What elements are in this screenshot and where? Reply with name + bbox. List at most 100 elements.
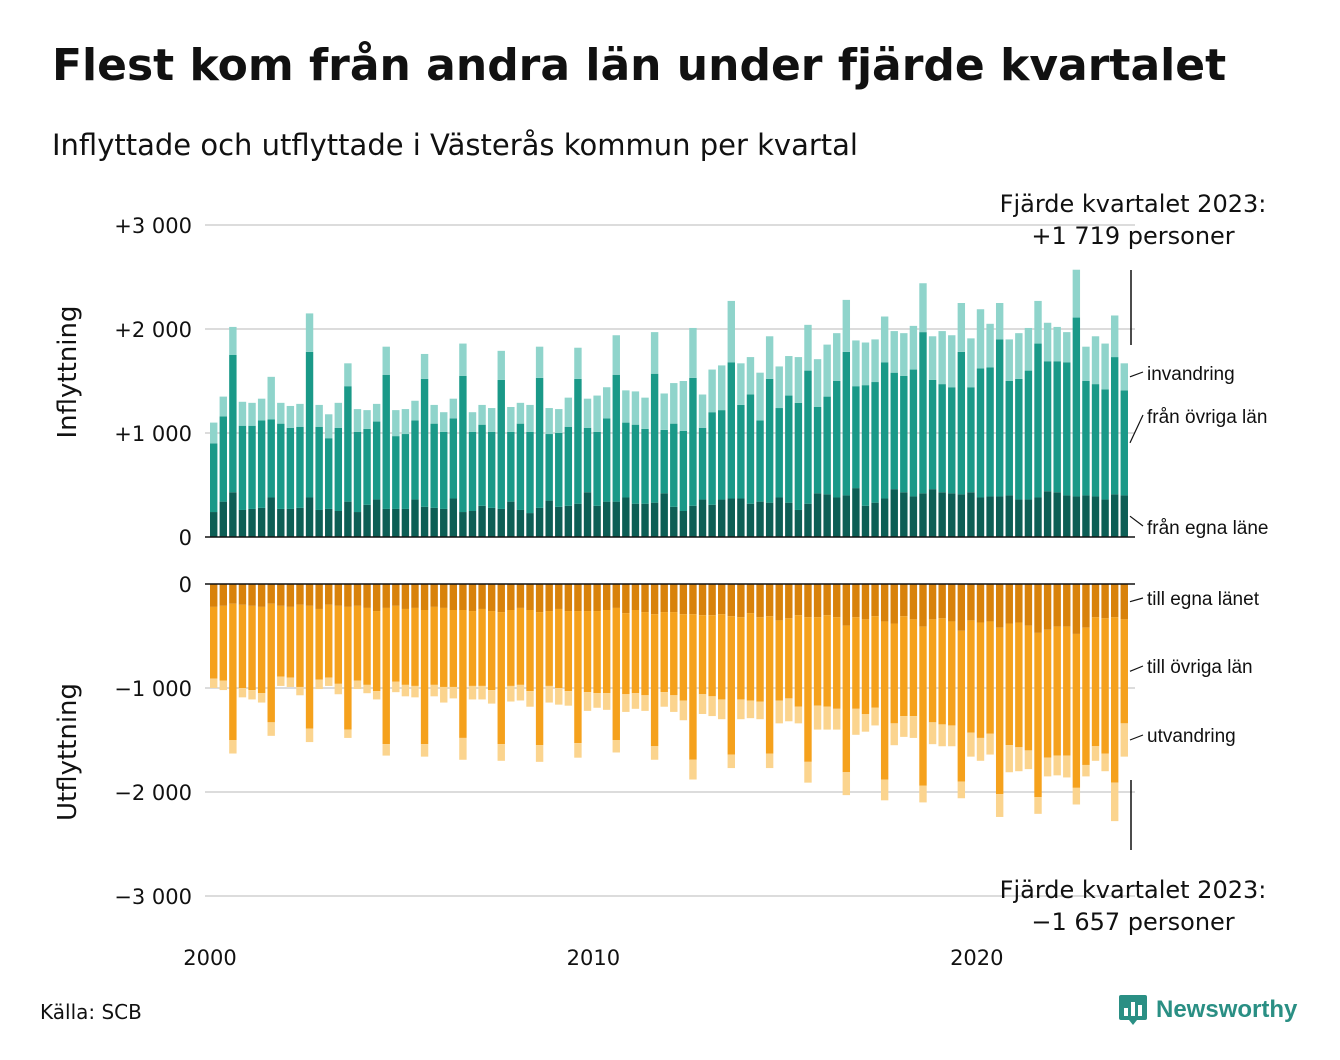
inflow-bar-invandring xyxy=(564,397,573,427)
outflow-bar-utvandring xyxy=(583,692,592,711)
outflow-bar-utvandring xyxy=(842,772,851,796)
outflow-bar-till-egna-länet xyxy=(718,584,726,615)
label-leader xyxy=(1129,515,1144,527)
outflow-bar-till-övriga-län xyxy=(612,607,620,740)
inflow-bar-från-egna-läne xyxy=(372,499,381,537)
inflow-bar-invandring xyxy=(612,335,620,375)
x-tick-label: 2020 xyxy=(950,946,1003,970)
inflow-bar-från-övriga-län xyxy=(718,410,726,500)
outflow-bar-till-egna-länet xyxy=(487,584,496,612)
inflow-bar-från-övriga-län xyxy=(976,368,985,498)
outflow-bar-till-övriga-län xyxy=(487,611,496,691)
outflow-bars xyxy=(210,584,1128,822)
outflow-bar-utvandring xyxy=(497,744,505,761)
outflow-bar-till-egna-länet xyxy=(210,584,218,607)
inflow-bar-från-egna-läne xyxy=(257,507,266,537)
inflow-bar-från-övriga-län xyxy=(880,362,889,499)
inflow-bar-från-egna-läne xyxy=(229,492,237,537)
outflow-bar-till-egna-länet xyxy=(526,584,534,610)
outflow-bar-till-övriga-län xyxy=(670,612,678,696)
outflow-bar-till-egna-länet xyxy=(420,584,429,610)
outflow-bar-till-egna-länet xyxy=(257,584,266,607)
inflow-bar-invandring xyxy=(995,303,1004,340)
outflow-bar-till-övriga-län xyxy=(411,607,419,686)
inflow-bar-från-övriga-län xyxy=(238,425,247,510)
inflow-bar-från-egna-läne xyxy=(765,502,774,537)
inflow-bar-från-egna-läne xyxy=(555,506,563,537)
outflow-bar-till-egna-länet xyxy=(382,584,390,608)
inflow-bar-invandring xyxy=(555,409,563,433)
outflow-bar-till-egna-länet xyxy=(995,584,1004,628)
outflow-bar-utvandring xyxy=(957,781,966,799)
outflow-bar-utvandring xyxy=(526,691,534,707)
outflow-bar-utvandring xyxy=(909,716,918,738)
outflow-bar-till-egna-länet xyxy=(1034,584,1042,633)
outflow-bar-utvandring xyxy=(449,686,458,699)
outflow-bar-utvandring xyxy=(516,684,525,701)
outflow-bar-till-egna-länet xyxy=(813,584,822,618)
inflow-bar-invandring xyxy=(909,325,918,370)
inflow-bar-invandring xyxy=(1015,333,1023,379)
inflow-bar-invandring xyxy=(852,340,860,387)
inflow-bar-från-egna-läne xyxy=(430,507,438,537)
outflow-bar-utvandring xyxy=(440,686,448,703)
outflow-bar-till-övriga-län xyxy=(392,605,400,682)
outflow-bar-utvandring xyxy=(305,728,314,743)
outflow-bar-utvandring xyxy=(718,699,726,720)
inflow-bar-från-egna-läne xyxy=(890,489,898,537)
outflow-bar-till-övriga-län xyxy=(296,604,304,687)
inflow-bar-invandring xyxy=(679,381,688,431)
inflow-bar-från-övriga-län xyxy=(1015,378,1023,500)
bottom-callout-text: −1 657 personer xyxy=(1031,908,1234,936)
outflow-bar-utvandring xyxy=(622,694,630,712)
outflow-bar-till-egna-länet xyxy=(535,584,544,613)
outflow-bar-utvandring xyxy=(746,700,755,719)
inflow-bar-från-övriga-län xyxy=(430,423,438,508)
inflow-bar-invandring xyxy=(785,356,793,396)
outflow-bar-till-övriga-län xyxy=(785,618,793,699)
inflow-bar-från-övriga-län xyxy=(286,427,295,509)
inflow-bar-från-egna-läne xyxy=(967,492,975,537)
outflow-bar-utvandring xyxy=(248,690,256,700)
outflow-bar-till-övriga-län xyxy=(689,614,697,760)
inflow-bar-invandring xyxy=(1024,327,1033,371)
inflow-bar-från-egna-läne xyxy=(526,513,534,537)
inflow-bar-från-egna-läne xyxy=(737,498,745,537)
outflow-bar-utvandring xyxy=(852,708,860,735)
outflow-bar-utvandring xyxy=(861,714,870,732)
outflow-bar-utvandring xyxy=(277,676,285,686)
inflow-bar-från-övriga-län xyxy=(507,431,515,502)
inflow-bar-från-övriga-län xyxy=(833,381,841,498)
outflow-bar-till-egna-länet xyxy=(880,584,889,622)
outflow-bar-till-övriga-län xyxy=(440,607,448,687)
outflow-bar-till-egna-länet xyxy=(1043,584,1052,630)
inflow-bar-från-egna-läne xyxy=(248,508,256,537)
outflow-bar-utvandring xyxy=(334,683,343,695)
outflow-bar-till-egna-länet xyxy=(440,584,448,608)
outflow-bar-till-egna-länet xyxy=(574,584,582,612)
inflow-bar-från-egna-läne xyxy=(976,497,985,537)
outflow-axis-title: Utflyttning xyxy=(53,683,83,821)
outflow-bar-till-övriga-län xyxy=(1063,626,1071,756)
outflow-bar-till-egna-länet xyxy=(219,584,227,606)
inflow-bar-från-egna-läne xyxy=(487,507,496,537)
outflow-bar-till-egna-länet xyxy=(852,584,860,618)
outflow-bar-till-övriga-län xyxy=(401,608,410,685)
inflow-bar-från-övriga-län xyxy=(995,339,1004,497)
outflow-bar-till-övriga-län xyxy=(257,606,266,694)
inflow-bar-invandring xyxy=(296,403,304,427)
outflow-bar-utvandring xyxy=(382,744,390,756)
outflow-bar-till-egna-länet xyxy=(238,584,247,605)
inflow-bar-invandring xyxy=(737,363,745,405)
inflow-bar-från-övriga-län xyxy=(1034,343,1042,498)
inflow-bar-invandring xyxy=(363,410,371,429)
inflow-bar-från-övriga-län xyxy=(1072,317,1081,497)
inflow-bar-invandring xyxy=(535,346,544,378)
inflow-bar-invandring xyxy=(1063,332,1071,363)
inflow-bar-invandring xyxy=(497,350,505,380)
inflow-bar-invandring xyxy=(813,359,822,407)
inflow-bar-invandring xyxy=(507,407,515,432)
inflow-bar-från-egna-läne xyxy=(1053,492,1061,537)
inflow-bar-invandring xyxy=(248,402,256,426)
inflow-bar-från-övriga-län xyxy=(689,377,697,506)
